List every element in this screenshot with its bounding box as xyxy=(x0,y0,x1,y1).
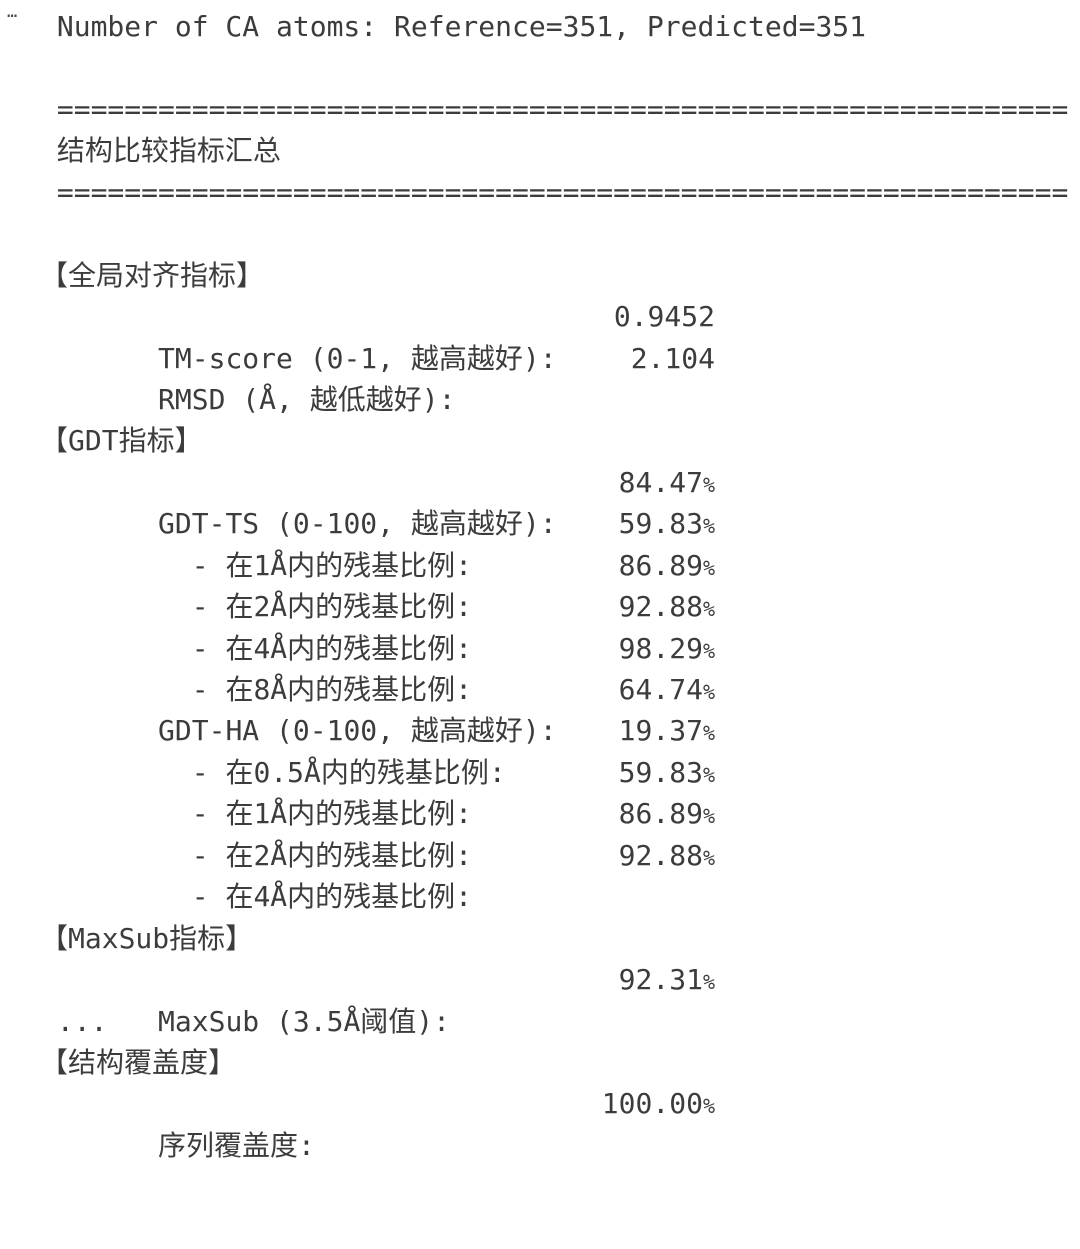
metric-row-gdt-ha-05a: - 在0.5Å内的残基比例: 19.37% xyxy=(40,710,1080,788)
metric-row-gdt-ts-4a: - 在4Å内的残基比例: 92.88% xyxy=(40,586,1080,664)
metric-label: GDT-HA (0-100, 越高越好): xyxy=(107,714,557,748)
metric-label: GDT-TS (0-100, 越高越好): xyxy=(107,507,557,541)
terminal-output: Number of CA atoms: Reference=351, Predi… xyxy=(0,6,1080,1162)
divider-line: ========================================… xyxy=(40,92,1069,126)
divider-line: ========================================… xyxy=(40,175,1069,209)
metric-row-gdt-ts-1a: - 在1Å内的残基比例: 59.83% xyxy=(40,503,1080,581)
metric-label: - 在8Å内的残基比例: xyxy=(107,673,473,707)
metric-row-gdt-ts-8a: - 在8Å内的残基比例: 98.29% xyxy=(40,628,1080,706)
report-title: 结构比较指标汇总 xyxy=(40,134,281,168)
metric-row-gdt-ha-2a: - 在2Å内的残基比例: 86.89% xyxy=(40,793,1080,871)
metric-row-gdt-ts-2a: - 在2Å内的残基比例: 86.89% xyxy=(40,545,1080,623)
metric-value: 92.88% xyxy=(618,590,715,624)
metric-value: 98.29% xyxy=(618,631,715,665)
metric-label: RMSD (Å, 越低越好): xyxy=(107,382,456,416)
metric-value: 92.31% xyxy=(618,963,715,997)
section-heading-maxsub: 【MaxSub指标】 xyxy=(40,921,254,955)
metric-row-gdt-ha-1a: - 在1Å内的残基比例: 59.83% xyxy=(40,752,1080,830)
section-heading-coverage: 【结构覆盖度】 xyxy=(40,1045,237,1079)
metric-row-gdt-ha: GDT-HA (0-100, 越高越好): 64.74% xyxy=(40,669,1080,747)
metric-row-seq-coverage: 序列覆盖度: 100.00% xyxy=(40,1083,1080,1161)
collapsed-output-indicator[interactable]: … xyxy=(7,2,19,22)
metric-value: 100.00% xyxy=(601,1087,715,1121)
metric-value: 59.83% xyxy=(618,507,715,541)
metric-label: - 在1Å内的残基比例: xyxy=(107,797,473,831)
truncation-ellipsis-line: ... xyxy=(40,1004,108,1038)
metric-value: 2.104 xyxy=(630,341,715,375)
metric-row-maxsub: MaxSub (3.5Å阈值): 92.31% xyxy=(40,959,1080,1037)
blank-line xyxy=(40,876,1080,917)
metric-value: 0.9452 xyxy=(613,300,715,334)
blank-line xyxy=(40,47,1080,88)
metric-row-tm-score: TM-score (0-1, 越高越好): 0.9452 xyxy=(40,296,1080,374)
metric-label: - 在4Å内的残基比例: xyxy=(107,880,473,914)
blank-line xyxy=(40,213,1080,254)
metric-label: MaxSub (3.5Å阈值): xyxy=(107,1004,451,1038)
metric-row-gdt-ha-4a: - 在4Å内的残基比例: 92.88% xyxy=(40,835,1080,913)
blank-line xyxy=(40,379,1080,420)
metric-row-rmsd: RMSD (Å, 越低越好): 2.104 xyxy=(40,338,1080,416)
atoms-count-line: Number of CA atoms: Reference=351, Predi… xyxy=(40,10,867,43)
metric-value: 59.83% xyxy=(618,755,715,789)
metric-value: 84.47% xyxy=(618,465,715,499)
metric-label: - 在2Å内的残基比例: xyxy=(107,590,473,624)
metric-label: - 在2Å内的残基比例: xyxy=(107,838,473,872)
metric-label: TM-score (0-1, 越高越好): xyxy=(107,341,557,375)
metric-value: 86.89% xyxy=(618,548,715,582)
section-heading-gdt: 【GDT指标】 xyxy=(40,424,203,458)
metric-label: 序列覆盖度: xyxy=(107,1128,315,1162)
metric-label: - 在1Å内的残基比例: xyxy=(107,548,473,582)
metric-value: 19.37% xyxy=(618,714,715,748)
metric-label: - 在4Å内的残基比例: xyxy=(107,631,473,665)
section-heading-global-alignment: 【全局对齐指标】 xyxy=(40,258,265,292)
metric-row-gdt-ts: GDT-TS (0-100, 越高越好): 84.47% xyxy=(40,462,1080,540)
metric-label: - 在0.5Å内的残基比例: xyxy=(107,755,506,789)
metric-value: 86.89% xyxy=(618,797,715,831)
metric-value: 64.74% xyxy=(618,673,715,706)
metric-value: 92.88% xyxy=(618,838,715,872)
